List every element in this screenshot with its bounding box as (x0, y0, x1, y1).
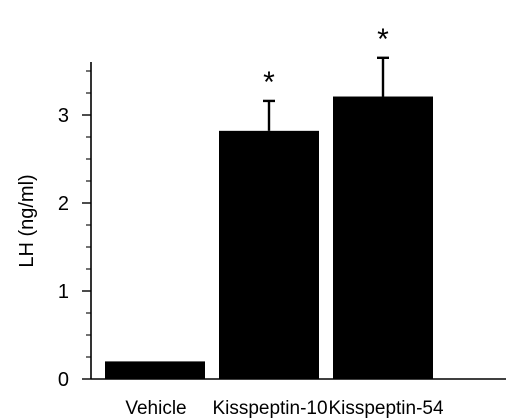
bars: ** (105, 23, 433, 380)
y-tick-label: 0 (58, 369, 69, 391)
y-tick-label: 2 (58, 193, 69, 215)
x-axis-labels: Vehicle Kisspeptin-10 Kisspeptin-54 (125, 398, 444, 419)
bar-vehicle (105, 361, 205, 379)
y-axis-ticks: 0 1 2 3 (58, 70, 91, 391)
significance-marker: * (263, 66, 275, 99)
bar-kisspeptin-54 (333, 96, 433, 380)
y-tick-label: 1 (58, 281, 69, 303)
significance-marker: * (377, 23, 389, 56)
y-tick-label: 3 (58, 105, 69, 127)
bar-kisspeptin-10 (219, 130, 319, 379)
y-axis-label: LH (ng/ml) (16, 174, 38, 267)
x-tick-label: Kisspeptin-10 (212, 398, 327, 419)
x-tick-label: Kisspeptin-54 (328, 398, 444, 419)
x-tick-label: Vehicle (125, 398, 186, 419)
